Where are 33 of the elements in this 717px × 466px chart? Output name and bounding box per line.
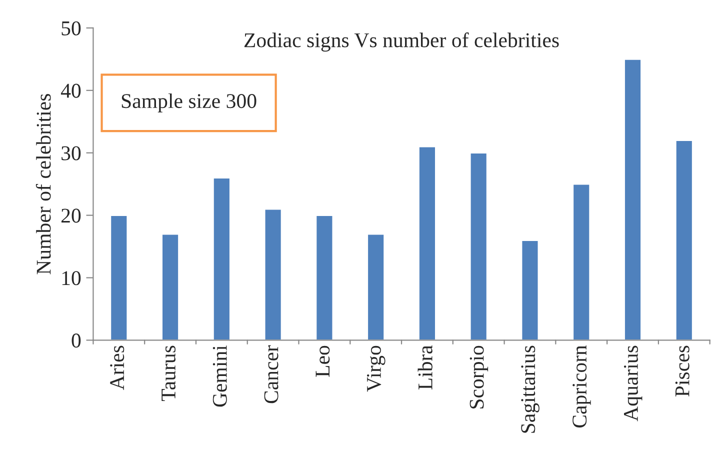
bar [674, 140, 694, 340]
y-tick-label: 10 [62, 271, 81, 286]
x-tick-label: Aquarius [624, 346, 642, 422]
annotation: Sample size 300 [122, 93, 256, 112]
bar [418, 146, 436, 340]
x-tick-label: Pisces [675, 346, 690, 397]
bar [520, 240, 540, 340]
y-tick-label: 30 [62, 146, 81, 160]
y-tick-label: 50 [62, 21, 81, 36]
bar [572, 183, 591, 340]
x-tick-label: Virgo [366, 346, 386, 392]
x-tick-label: Leo [316, 346, 330, 377]
x-tick-label: Scorpio [470, 346, 488, 408]
x-tick-label: Cancer [264, 345, 278, 404]
bar [624, 58, 642, 340]
y-tick-label: 0 [72, 334, 81, 348]
x-tick-label: Gemini [212, 345, 227, 407]
x-tick-label: Capricorn [572, 345, 591, 428]
x-tick-label: Libra [418, 345, 432, 390]
bar [161, 233, 180, 340]
y-axis-title: Number of celebrities [36, 94, 51, 274]
x-tick-label: Taurus [162, 346, 176, 402]
bar [315, 214, 334, 340]
x-tick-label: Sagittarius [521, 346, 540, 433]
y-tick-label: 40 [60, 84, 81, 98]
y-tick-label: 20 [61, 208, 81, 223]
bar [212, 177, 231, 340]
chart-title: Zodiac signs Vs number of celebrities [244, 32, 559, 52]
bar [264, 208, 282, 340]
bar [366, 233, 385, 340]
x-tick-label: Aries [110, 346, 124, 390]
bar [110, 214, 128, 340]
bar [469, 152, 488, 340]
